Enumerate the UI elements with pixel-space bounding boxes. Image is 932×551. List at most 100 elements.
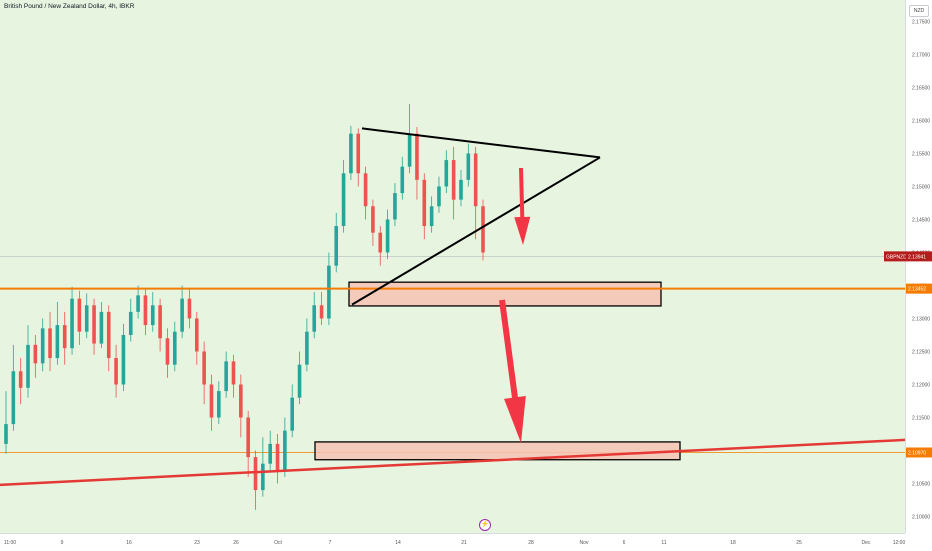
currency-button[interactable]: NZD [909,5,929,17]
triangle-upper-line [361,127,601,159]
candle-body [150,305,155,326]
candle-body [341,173,346,227]
candle-body [92,305,96,344]
time-axis[interactable] [0,533,905,551]
x-tick-label: 14 [395,540,401,546]
x-tick-label: 18 [730,540,736,546]
price-axis[interactable] [905,0,932,533]
candle-body [128,311,133,335]
candle-body [451,160,456,200]
candle-body [481,206,485,253]
candle-body [187,298,192,319]
x-tick-label: 6 [623,540,626,546]
triangle-lower-line [351,156,601,306]
x-tick-label: 28 [528,540,534,546]
x-tick-label: Oct [274,540,282,546]
y-tick-label: 2.14500 [912,217,930,223]
candle-body [121,334,126,385]
arrow-down-small [514,167,531,245]
candle-body [172,331,177,365]
candle-body [84,305,89,332]
y-tick-label: 2.17500 [912,19,930,25]
candle-body [444,160,449,187]
x-tick-label: 23 [194,540,200,546]
candle-body [202,351,206,385]
price-tag-bg [906,447,932,458]
candle-body [62,325,67,349]
candle-body [26,344,30,388]
candle-body [143,295,148,326]
candle-body [70,298,74,349]
candle-body [378,232,383,253]
y-tick-label: 2.10000 [912,514,930,520]
price-tag-bg [906,251,932,262]
candle-body [224,361,228,392]
symbol-tag-bg [884,251,906,262]
x-tick-label: 12:00 [893,540,906,546]
price-tag-bg [906,283,932,294]
x-tick-label: 25 [796,540,802,546]
candle-body [349,133,353,174]
candle-body [253,457,258,491]
candle-body [195,318,199,352]
candle-body [231,361,236,385]
candle-body [429,206,434,227]
chart-title: British Pound / New Zealand Dollar, 4h, … [4,3,135,10]
y-tick-label: 2.13000 [912,316,930,322]
y-tick-label: 2.15500 [912,151,930,157]
candle-body [77,298,82,332]
candle-body [11,371,16,425]
candle-body [48,328,52,359]
y-tick-label: 2.16500 [912,85,930,91]
x-tick-label: Nov [580,540,589,546]
x-tick-label: 11 [661,540,666,546]
candle-body [297,364,302,398]
y-tick-label: 2.16000 [912,118,930,124]
candle-body [385,219,390,253]
y-tick-label: 2.10500 [912,481,930,487]
candle-body [422,179,427,227]
candle-body [356,133,361,174]
price-tag-label: 2.13941 [908,254,926,260]
y-tick-label: 2.15000 [912,184,930,190]
candle-body [466,153,471,180]
candle-body [114,358,118,385]
candle-body [55,325,60,359]
candle-body [400,166,405,194]
candle-body [290,397,294,431]
y-tick-label: 2.11500 [912,415,930,421]
x-tick-label: 21 [461,540,467,546]
x-tick-label: 16 [126,540,132,546]
price-tag-label: 2.10970 [908,450,926,456]
candle-body [268,443,272,464]
candle-body [158,305,162,339]
symbol-tag-label: GBPNZD [886,254,907,260]
arrow-down-large [499,299,526,443]
target-zone-lower [314,441,681,461]
rising-trendline [0,438,906,487]
candle-body [312,305,317,332]
candle-body [99,311,104,344]
lightning-icon[interactable]: ⚡ [479,519,491,531]
candle-body [4,424,8,444]
candle-body [165,338,170,365]
candle-body [473,153,478,207]
candle-body [136,295,140,312]
candle-body [106,311,111,359]
x-tick-label: 26 [233,540,239,546]
candle-body [371,206,375,233]
candle-body [459,179,463,200]
candle-body [18,371,23,388]
candle-body [40,328,45,364]
candle-body [180,298,184,332]
y-tick-label: 2.12500 [912,349,930,355]
price-tag-label: 2.13452 [908,287,926,293]
candle-body [246,417,250,458]
x-tick-label: 11:00 [4,540,16,546]
y-tick-label: 2.17000 [912,52,930,58]
candle-body [275,443,280,471]
candle-body [363,173,368,207]
x-tick-label: 9 [61,540,64,546]
